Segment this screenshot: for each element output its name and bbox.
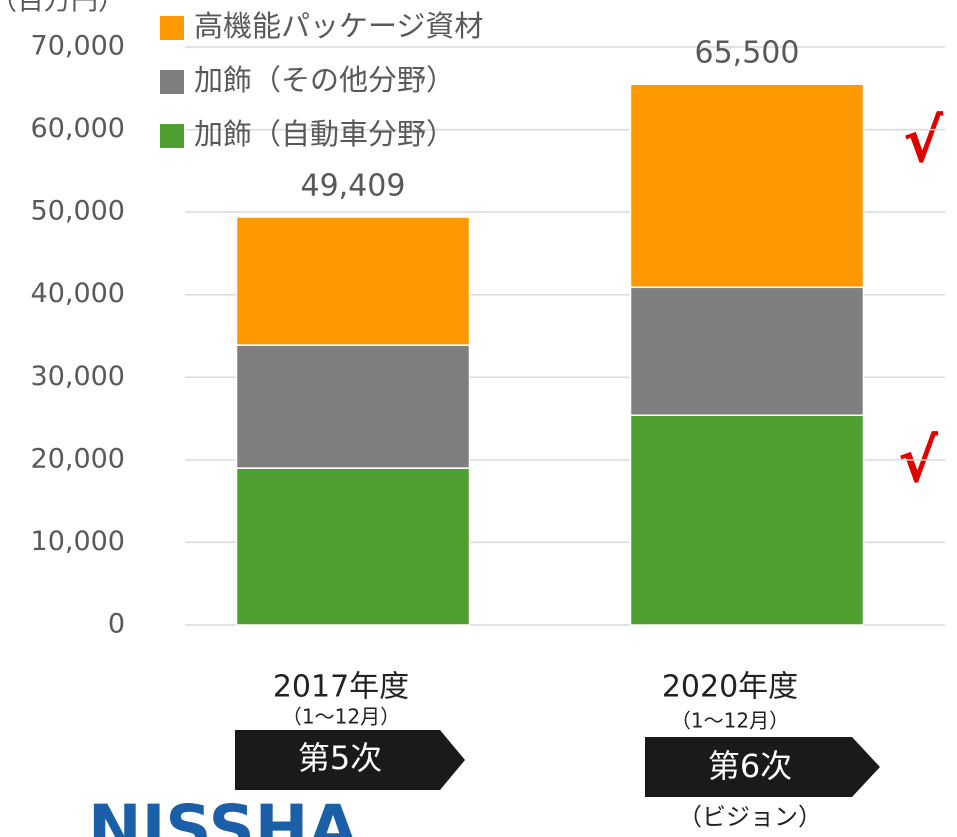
bar-segment <box>235 344 471 469</box>
y-tick-label: 70,000 <box>31 31 125 62</box>
legend-swatch <box>160 70 184 94</box>
total-label: 49,409 <box>301 169 406 204</box>
y-tick-label: 10,000 <box>31 526 125 557</box>
phase-arrow <box>645 737 880 797</box>
vision-note: （ビジョン） <box>678 803 822 831</box>
phase-label: 第5次 <box>298 739 382 777</box>
legend-swatch <box>160 16 184 40</box>
check-mark: √ <box>898 427 939 497</box>
phase-label: 第6次 <box>708 747 792 785</box>
legend-label: 加飾（その他分野） <box>194 63 455 97</box>
x-tick-label: 2020年度 <box>662 670 798 705</box>
y-tick-label: 0 <box>108 609 125 640</box>
x-tick-label: 2017年度 <box>273 670 409 705</box>
total-label: 65,500 <box>695 36 800 71</box>
category-note: （1～12月） <box>671 709 789 733</box>
bar-segment <box>235 467 471 626</box>
bar-segment <box>235 216 471 346</box>
bar-segment <box>629 83 865 289</box>
legend-label: 高機能パッケージ資材 <box>194 9 483 43</box>
legend-label: 加飾（自動車分野） <box>194 117 455 151</box>
bar-segment <box>629 286 865 417</box>
y-tick-label: 60,000 <box>31 113 125 144</box>
logo: NISSHA <box>88 793 358 837</box>
y-tick-label: 20,000 <box>31 443 125 474</box>
y-tick-label: 40,000 <box>31 278 125 309</box>
y-tick-label: 50,000 <box>31 196 125 227</box>
legend-swatch <box>160 124 184 148</box>
y-tick-label: 30,000 <box>31 361 125 392</box>
category-note: （1～12月） <box>282 705 400 729</box>
phase-arrow <box>235 730 465 790</box>
check-mark: √ <box>903 107 944 177</box>
bar-segment <box>629 414 865 626</box>
y-axis-label: （百万円） <box>0 0 125 17</box>
